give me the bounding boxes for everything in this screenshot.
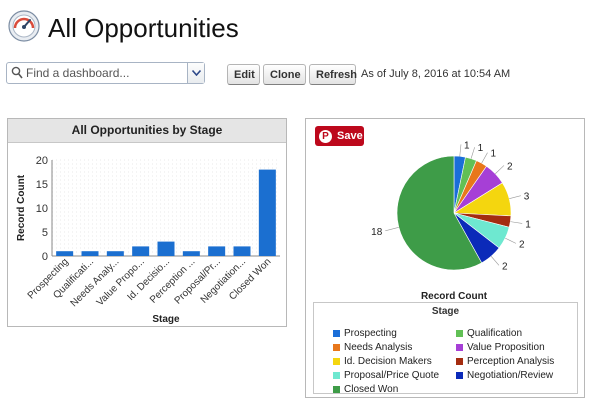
pie-data-label: 1	[490, 149, 496, 160]
legend-label: Value Proposition	[467, 342, 545, 353]
y-tick-label: 5	[42, 227, 48, 239]
legend-item[interactable]: Closed Won	[333, 383, 456, 396]
legend-label: Proposal/Price Quote	[344, 370, 440, 381]
pinterest-save-button[interactable]: P Save	[315, 126, 364, 146]
search-icon	[11, 66, 23, 79]
legend-item[interactable]: Proposal/Price Quote	[333, 369, 456, 382]
legend-grid: Prospecting Qualification Needs Analysis Va…	[333, 327, 573, 396]
pie-slice	[396, 155, 483, 271]
x-axis-label: Stage	[152, 314, 180, 325]
legend-label: Id. Decision Makers	[344, 356, 432, 367]
save-label: Save	[337, 130, 363, 142]
pie-leader-line	[459, 144, 462, 157]
page-title: All Opportunities	[48, 13, 239, 43]
legend-item[interactable]: Negotiation/Review	[456, 369, 573, 382]
y-axis-label: Record Count	[16, 174, 27, 241]
last-refreshed-timestamp: As of July 8, 2016 at 10:54 AM	[361, 68, 511, 80]
bar	[233, 246, 251, 256]
pinterest-icon: P	[319, 129, 332, 143]
dashboard-logo-icon	[8, 10, 40, 42]
search-dropdown-button[interactable]	[187, 63, 204, 83]
legend-label: Perception Analysis	[467, 356, 555, 367]
legend-item[interactable]: Needs Analysis	[333, 341, 456, 354]
legend-item[interactable]: Value Proposition	[456, 341, 573, 354]
pie-data-label: 2	[507, 161, 513, 172]
legend-item[interactable]: Qualification	[456, 327, 573, 340]
pie-leader-line	[505, 237, 517, 244]
pie-leader-line	[481, 152, 488, 164]
legend-swatch	[456, 358, 463, 365]
pie-leader-line	[510, 221, 523, 224]
legend-title: Stage	[431, 306, 460, 317]
pie-leader-line	[490, 256, 500, 266]
y-tick-label: 20	[36, 155, 48, 167]
legend-swatch	[333, 344, 340, 351]
legend-label: Closed Won	[344, 384, 399, 395]
y-tick-label: 0	[42, 251, 48, 263]
legend-item[interactable]: Prospecting	[333, 327, 456, 340]
search-input[interactable]	[26, 64, 186, 82]
pie-data-label: 1	[478, 143, 484, 154]
legend-label: Qualification	[467, 328, 523, 339]
refresh-button[interactable]: Refresh	[309, 64, 357, 85]
bar-chart-title[interactable]: All Opportunities by Stage	[8, 119, 286, 143]
pie-leader-line	[509, 195, 521, 200]
bar-chart-panel: All Opportunities by Stage 0 5 10 15 20 Recor…	[7, 118, 287, 327]
legend-swatch	[333, 330, 340, 337]
bar	[81, 251, 99, 256]
bar	[132, 246, 150, 256]
y-tick-label: 10	[36, 203, 48, 215]
clone-button[interactable]: Clone	[263, 64, 306, 85]
pie-legend: Stage Prospecting Qualification Needs Anal…	[313, 302, 578, 396]
legend-swatch	[333, 386, 340, 393]
pie-leader-line	[495, 165, 505, 174]
legend-swatch	[456, 344, 463, 351]
pie-data-label: 2	[519, 239, 525, 250]
legend-label: Prospecting	[344, 328, 397, 339]
legend-swatch	[456, 330, 463, 337]
legend-item[interactable]: Perception Analysis	[456, 355, 573, 368]
pie-data-label: 1	[464, 140, 470, 151]
pie-data-label: 2	[502, 261, 508, 272]
legend-item[interactable]: Id. Decision Makers	[333, 355, 456, 368]
bar	[208, 246, 226, 256]
y-tick-label: 15	[36, 179, 48, 191]
bar	[106, 251, 124, 256]
pie-leader-line	[385, 226, 399, 232]
bar	[182, 251, 200, 256]
legend-swatch	[333, 372, 340, 379]
bar	[157, 241, 175, 256]
legend-label: Negotiation/Review	[467, 370, 554, 381]
bar	[56, 251, 74, 256]
pie-leader-line	[470, 147, 475, 159]
pie-axis-label: Record Count	[421, 291, 488, 301]
pie-data-label: 1	[525, 219, 531, 230]
pie-chart-panel: P Save 1 1 1 2 3 1 2 2 18 Record Count Stage Pros…	[305, 118, 585, 398]
chevron-down-icon	[191, 70, 201, 76]
legend-swatch	[456, 372, 463, 379]
legend-swatch	[333, 358, 340, 365]
bar	[258, 169, 276, 256]
pie-data-label: 18	[371, 227, 383, 238]
pie-data-label: 3	[524, 192, 530, 203]
edit-button[interactable]: Edit	[227, 64, 260, 85]
legend-label: Needs Analysis	[344, 342, 413, 353]
dashboard-search[interactable]	[6, 62, 205, 84]
